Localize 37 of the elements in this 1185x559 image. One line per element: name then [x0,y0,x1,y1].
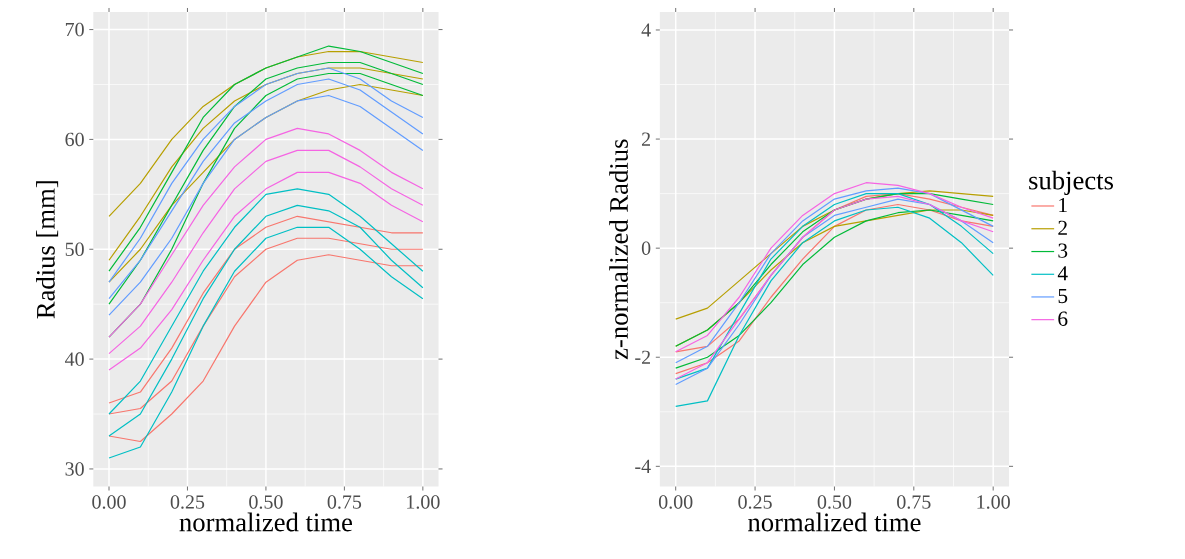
line-series [108,128,424,338]
legend-label: 1 [1059,198,1067,213]
legend-label: 3 [1058,243,1068,259]
x-tick-label: 0.25 [738,495,772,510]
y-axis-title: z-normalized Radius [609,139,628,360]
x-tick-label: 0.00 [658,495,693,510]
x-tick-label: 0.50 [817,495,852,510]
y-tick-label: -2 [635,350,650,365]
x-tick-label: 0.75 [327,495,362,510]
y-tick-label: 30 [65,462,84,476]
legend-label: 5 [1058,289,1068,304]
x-axis-title: normalized time [179,512,352,532]
y-tick-label: 40 [65,352,84,367]
y-tick-label: -4 [635,460,651,474]
y-tick-label: 70 [65,23,84,37]
x-tick-label: 1.00 [977,495,1010,510]
y-tick-label: 2 [641,132,650,146]
y-tick-label: 60 [65,132,84,147]
x-tick-label: 0.25 [170,495,205,510]
y-tick-label: 0 [641,241,651,256]
y-axis-title: Radius [mm] [36,181,59,319]
y-tick-label: 50 [65,242,84,257]
x-axis-title: normalized time [748,512,921,532]
x-tick-label: 0.75 [897,495,931,510]
line-series [108,226,424,459]
y-tick-label: 4 [641,23,651,37]
x-tick-label: 0.50 [249,495,283,510]
legend-label: 4 [1057,266,1068,281]
line-series [108,150,424,355]
line-series [108,254,424,443]
line-series [108,172,424,371]
legend-label: 6 [1058,311,1068,327]
legend-title: subjects [1029,171,1114,196]
line-series [108,204,424,437]
legend-label: 2 [1058,220,1067,236]
x-tick-label: 1.00 [407,495,440,510]
x-tick-label: 0.00 [92,495,126,510]
